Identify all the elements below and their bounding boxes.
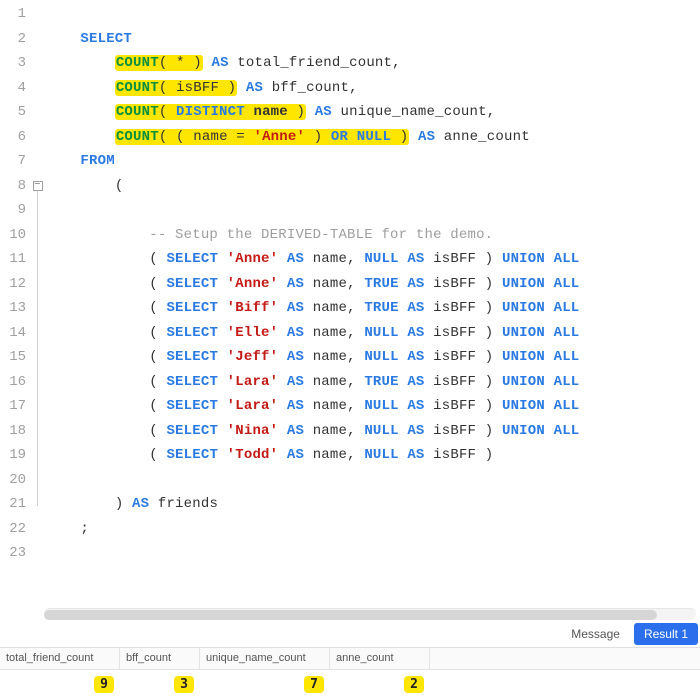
paren: ) (296, 104, 305, 120)
code-editor[interactable]: 1 2 SELECT 3 COUNT( * ) AS total_friend_… (0, 0, 700, 620)
code-line: 17 ( SELECT 'Lara' AS name, NULL AS isBF… (0, 394, 700, 419)
fn-count: COUNT (116, 104, 159, 120)
col-header[interactable]: unique_name_count (200, 648, 330, 669)
keyword-as: AS (315, 104, 332, 120)
fn-count: COUNT (116, 55, 159, 71)
line-number: 19 (0, 443, 32, 468)
paren: ) (115, 496, 124, 512)
string: 'Anne' (253, 129, 305, 145)
paren: ( (159, 129, 168, 145)
result-value: 7 (304, 676, 324, 693)
col-header[interactable]: bff_count (120, 648, 200, 669)
keyword-null: NULL (357, 129, 391, 145)
col-header[interactable]: anne_count (330, 648, 430, 669)
keyword-distinct: DISTINCT (176, 104, 245, 120)
line-number: 16 (0, 370, 32, 395)
code-line: 14 ( SELECT 'Elle' AS name, NULL AS isBF… (0, 321, 700, 346)
results-grid: total_friend_count bff_count unique_name… (0, 648, 700, 698)
code-line: 11 ( SELECT 'Anne' AS name, NULL AS isBF… (0, 247, 700, 272)
code-line: 1 (0, 2, 700, 27)
semicolon: ; (80, 521, 89, 537)
horizontal-scrollbar[interactable] (44, 608, 696, 620)
comma: , (487, 104, 496, 120)
tab-result-1[interactable]: Result 1 (634, 623, 698, 645)
keyword-from: FROM (80, 153, 114, 169)
line-number: 20 (0, 468, 32, 493)
alias: unique_name_count (341, 104, 487, 120)
keyword-as: AS (132, 496, 149, 512)
code-line: 12 ( SELECT 'Anne' AS name, TRUE AS isBF… (0, 272, 700, 297)
fn-count: COUNT (116, 80, 159, 96)
tab-message[interactable]: Message (561, 623, 630, 645)
paren: ) (314, 129, 323, 145)
line-number: 6 (0, 125, 32, 150)
keyword-as: AS (418, 129, 435, 145)
results-header: total_friend_count bff_count unique_name… (0, 648, 700, 670)
code-area: 1 2 SELECT 3 COUNT( * ) AS total_friend_… (0, 0, 700, 608)
fn-count: COUNT (116, 129, 159, 145)
line-number: 9 (0, 198, 32, 223)
paren: ) (193, 55, 202, 71)
star: * (176, 55, 185, 71)
line-number: 4 (0, 76, 32, 101)
paren: ) (400, 129, 409, 145)
paren: ( (159, 55, 168, 71)
comment: -- Setup the DERIVED-TABLE for the demo. (149, 227, 493, 243)
col: name (253, 104, 287, 120)
line-number: 3 (0, 51, 32, 76)
col-header[interactable]: total_friend_count (0, 648, 120, 669)
comma: , (392, 55, 401, 71)
line-number: 10 (0, 223, 32, 248)
keyword-as: AS (211, 55, 228, 71)
paren: ( (115, 178, 124, 194)
line-number: 14 (0, 321, 32, 346)
keyword-or: OR (331, 129, 348, 145)
line-number: 21 (0, 492, 32, 517)
alias: total_friend_count (237, 55, 392, 71)
scrollbar-thumb[interactable] (44, 610, 657, 620)
line-number: 22 (0, 517, 32, 542)
line-number: 12 (0, 272, 32, 297)
alias: anne_count (444, 129, 530, 145)
line-number: 7 (0, 149, 32, 174)
result-value: 2 (404, 676, 424, 693)
paren: ) (228, 80, 237, 96)
comma: , (349, 80, 358, 96)
keyword-select: SELECT (80, 31, 132, 47)
line-number: 17 (0, 394, 32, 419)
line-number: 23 (0, 541, 32, 566)
result-value: 9 (94, 676, 114, 693)
code-line: 18 ( SELECT 'Nina' AS name, NULL AS isBF… (0, 419, 700, 444)
col: isBFF (176, 80, 219, 96)
code-line: 16 ( SELECT 'Lara' AS name, TRUE AS isBF… (0, 370, 700, 395)
line-number: 1 (0, 2, 32, 27)
code-line: 13 ( SELECT 'Biff' AS name, TRUE AS isBF… (0, 296, 700, 321)
alias: friends (158, 496, 218, 512)
line-number: 15 (0, 345, 32, 370)
line-number: 13 (0, 296, 32, 321)
alias: bff_count (272, 80, 349, 96)
results-tabbar: Message Result 1 (0, 620, 700, 648)
line-number: 8 (0, 174, 32, 199)
result-value: 3 (174, 676, 194, 693)
paren: ( (159, 104, 168, 120)
paren: ( (159, 80, 168, 96)
code-line: 19 ( SELECT 'Todd' AS name, NULL AS isBF… (0, 443, 700, 468)
fold-guide-line (37, 188, 38, 506)
line-number: 2 (0, 27, 32, 52)
paren: ( (176, 129, 185, 145)
line-number: 5 (0, 100, 32, 125)
keyword-as: AS (246, 80, 263, 96)
line-number: 18 (0, 419, 32, 444)
results-row[interactable]: 9 3 7 2 (0, 670, 700, 698)
code-line: 15 ( SELECT 'Jeff' AS name, NULL AS isBF… (0, 345, 700, 370)
line-number: 11 (0, 247, 32, 272)
col: name (193, 129, 227, 145)
